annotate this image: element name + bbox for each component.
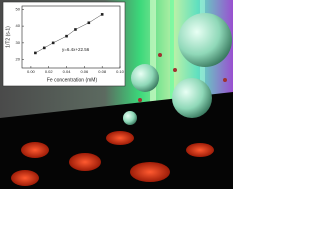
point	[100, 13, 104, 16]
plot-frame	[21, 5, 121, 69]
particle	[223, 78, 227, 82]
cell	[21, 142, 49, 158]
x-tick-label: 0.02	[45, 69, 54, 74]
cell	[11, 170, 39, 186]
point	[34, 51, 37, 55]
point	[74, 28, 77, 31]
sphere	[123, 111, 137, 125]
cell	[186, 143, 214, 157]
cell	[69, 153, 101, 171]
sphere	[131, 64, 159, 92]
x-tick-label: 0.06	[80, 69, 89, 74]
x-tick-label: 0.00	[27, 69, 36, 74]
x-axis-label: Fe concentration (mM)	[47, 77, 98, 83]
sphere	[178, 13, 232, 67]
particle	[138, 98, 142, 102]
point	[87, 21, 91, 25]
particle	[173, 68, 177, 72]
y-axis-label: 1/T2 (s-1)	[5, 26, 11, 48]
y-tick-label: 30	[16, 40, 21, 45]
streak	[150, 0, 156, 110]
graphic: Fe concentration (mM) 1/T2 (s-1) y=6.4x+…	[0, 0, 233, 189]
y-tick-label: 20	[16, 57, 21, 62]
sphere	[172, 78, 212, 118]
cell	[130, 162, 170, 182]
particle	[158, 53, 162, 57]
inset-panel	[2, 1, 126, 87]
cell	[106, 131, 134, 145]
point	[42, 46, 46, 50]
x-tick-label: 0.08	[98, 69, 107, 74]
x-tick-label: 0.04	[63, 69, 72, 74]
y-tick-label: 50	[16, 6, 21, 11]
point	[51, 41, 55, 45]
x-tick-label: 0.10	[116, 69, 125, 74]
y-tick-label: 40	[16, 23, 21, 28]
streak	[170, 0, 174, 110]
equation: y=6.4x+22.56	[62, 47, 90, 52]
point	[65, 34, 68, 38]
